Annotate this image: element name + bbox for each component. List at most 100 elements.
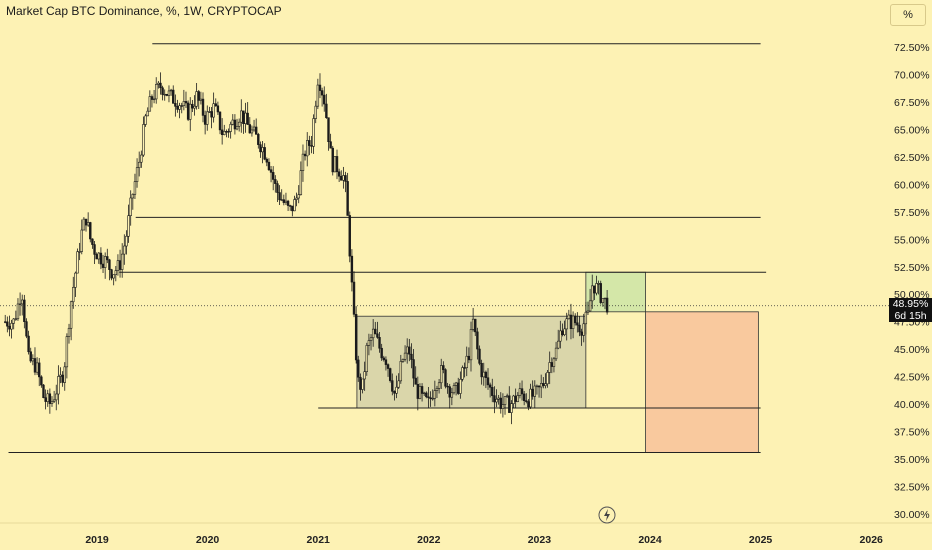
candle <box>331 145 334 176</box>
y-tick-label: 62.50% <box>894 152 930 164</box>
candle <box>378 332 381 353</box>
candle <box>482 362 485 386</box>
candle <box>376 321 379 339</box>
candle <box>399 354 403 384</box>
candle <box>278 185 281 205</box>
candle <box>6 316 9 333</box>
candle <box>14 310 18 321</box>
candle <box>329 133 332 149</box>
candle <box>548 351 551 385</box>
candle <box>155 77 158 104</box>
x-tick-label: 2020 <box>196 534 220 546</box>
candle <box>259 141 262 158</box>
candle <box>295 192 298 207</box>
candle <box>340 170 343 181</box>
candle <box>350 249 354 292</box>
candle <box>282 194 286 206</box>
candle <box>199 91 203 105</box>
last-price-tag: 48.95% 6d 15h <box>889 297 932 322</box>
candle <box>593 285 596 301</box>
candle <box>539 374 543 399</box>
candle <box>563 320 566 337</box>
candle <box>180 102 183 114</box>
candle <box>512 394 515 408</box>
candle <box>50 396 54 407</box>
candle <box>114 266 118 282</box>
candle <box>214 98 217 107</box>
candle <box>229 121 232 139</box>
candle <box>474 318 477 337</box>
candle <box>52 390 56 403</box>
y-tick-label: 32.50% <box>894 482 930 494</box>
x-tick-label: 2022 <box>417 534 441 546</box>
candle <box>72 276 75 309</box>
candle <box>218 111 222 135</box>
candle <box>542 377 545 389</box>
candle <box>254 118 258 135</box>
candle <box>467 347 471 364</box>
candle <box>169 88 173 96</box>
candle <box>110 268 113 281</box>
candle <box>4 314 7 324</box>
candle <box>27 330 30 355</box>
candle <box>118 249 122 278</box>
candle <box>157 80 160 89</box>
candle <box>103 252 107 279</box>
candle <box>120 243 124 278</box>
stop-zone-box[interactable] <box>645 311 759 453</box>
candle <box>508 386 511 413</box>
candle <box>86 212 90 227</box>
candle <box>174 94 177 117</box>
candle <box>367 333 371 356</box>
candle <box>76 248 79 274</box>
candle <box>488 382 492 398</box>
candle <box>252 119 256 132</box>
candle <box>414 366 417 385</box>
candle <box>208 106 211 113</box>
candle <box>520 380 524 401</box>
candle <box>469 321 473 372</box>
candle <box>95 252 98 260</box>
y-tick-label: 70.00% <box>894 69 930 81</box>
candle <box>595 275 598 296</box>
candle <box>352 271 356 318</box>
candle <box>93 240 96 264</box>
candle <box>535 384 539 395</box>
last-price-value: 48.95% <box>892 297 929 310</box>
candle <box>522 390 526 406</box>
candle <box>310 135 313 154</box>
candle <box>327 117 330 151</box>
candle <box>333 156 337 173</box>
candle <box>291 205 294 217</box>
candle <box>271 166 275 191</box>
candle <box>106 248 109 264</box>
candle <box>184 91 188 108</box>
candle <box>582 313 585 343</box>
candle <box>342 166 345 189</box>
candle <box>395 375 398 399</box>
candle <box>320 87 324 107</box>
candle <box>10 319 13 339</box>
candle <box>225 129 228 138</box>
candle <box>599 280 602 305</box>
unit-toggle-button[interactable]: % <box>890 4 926 26</box>
candle <box>297 185 300 204</box>
candle <box>78 242 81 261</box>
candle <box>67 323 71 344</box>
candle <box>416 376 420 411</box>
candle <box>23 294 26 329</box>
candle <box>412 348 415 387</box>
candle <box>574 313 577 326</box>
candle <box>289 204 292 211</box>
candle <box>227 128 230 138</box>
lightning-icon[interactable] <box>598 506 616 524</box>
candle <box>65 333 69 379</box>
candle <box>280 189 283 202</box>
candle <box>176 99 179 113</box>
candle <box>578 316 581 337</box>
candle <box>233 114 237 135</box>
candle <box>374 321 377 335</box>
candle <box>554 341 558 362</box>
